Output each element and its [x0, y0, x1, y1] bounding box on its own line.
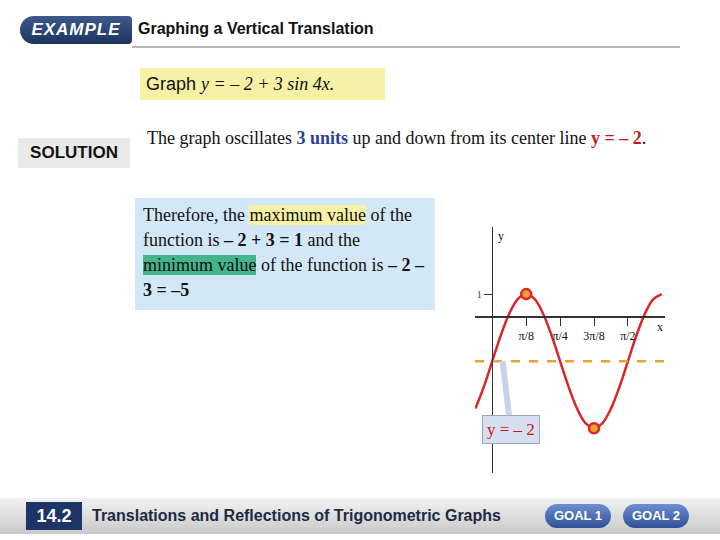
html-text:EXAMPLE: EXAMPLE — [31, 20, 121, 39]
html-text:Graph y = – 2 + 3 sin 4x.: Graph y = – 2 + 3 sin 4x. — [146, 74, 335, 94]
html-text:minimum value of the function: minimum value of the function is – 2 – 3… — [143, 255, 424, 300]
svg-text:π/8: π/8 — [518, 329, 533, 343]
svg-text:y = – 2: y = – 2 — [487, 420, 535, 439]
svg-text:y: y — [498, 229, 504, 243]
html-text:14.2: 14.2 — [36, 506, 72, 526]
svg-text:x: x — [657, 320, 663, 334]
svg-text:3π/8: 3π/8 — [583, 329, 604, 343]
html-text:Translations and Reflections o: Translations and Reflections of Trigonom… — [92, 507, 501, 524]
html-text:GOAL 1: GOAL 1 — [553, 508, 603, 523]
svg-text:π/2: π/2 — [620, 329, 635, 343]
html-text:Graphing a Vertical Translatio: Graphing a Vertical Translation — [138, 20, 374, 37]
html-text:The graph oscillates 3 units u: The graph oscillates 3 units up and down… — [147, 128, 647, 148]
html-text:SOLUTION: SOLUTION — [30, 143, 118, 162]
svg-text:1: 1 — [477, 288, 483, 300]
svg-text:π/4: π/4 — [552, 329, 567, 343]
html-text:GOAL 2: GOAL 2 — [631, 508, 681, 523]
html-text:Therefore, the maximum value o: Therefore, the maximum value of the func… — [143, 205, 412, 250]
